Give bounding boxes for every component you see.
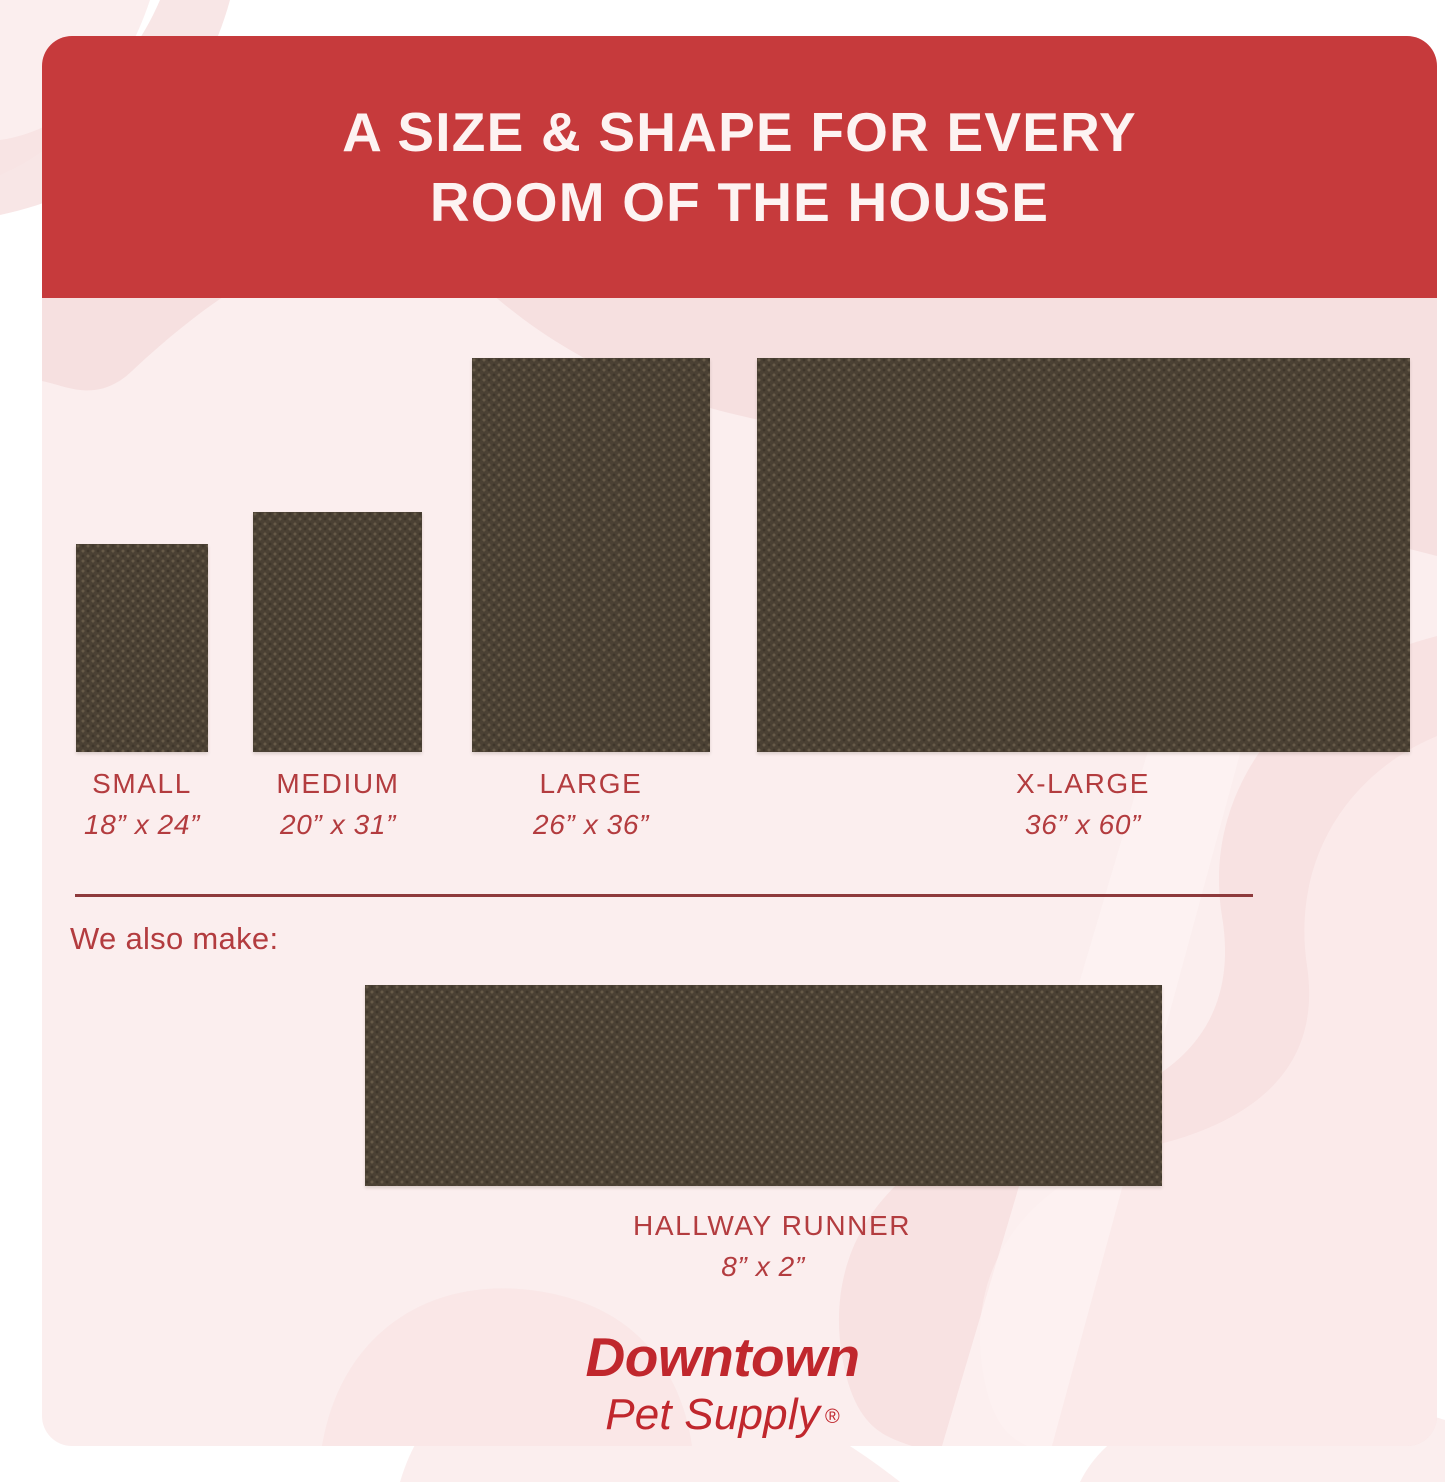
page-title: A SIZE & SHAPE FOR EVERY ROOM OF THE HOU… [342, 97, 1137, 238]
size-item-hallway-runner[interactable] [365, 985, 1162, 1186]
size-item-large[interactable] [472, 358, 710, 752]
size-item-medium[interactable] [253, 512, 422, 752]
mat-swatch-hallway-runner [365, 985, 1162, 1186]
mat-swatch-small [76, 544, 208, 752]
title-line-1: A SIZE & SHAPE FOR EVERY [342, 100, 1137, 163]
title-line-2: ROOM OF THE HOUSE [429, 171, 1050, 233]
mat-swatch-large [472, 358, 710, 752]
mat-swatch-x-large [757, 358, 1410, 752]
size-item-small[interactable] [76, 544, 208, 752]
size-item-x-large[interactable] [757, 358, 1410, 752]
section-divider [75, 894, 1253, 897]
mat-swatch-medium [253, 512, 422, 752]
also-make-label: We also make: [70, 921, 279, 956]
header-banner: A SIZE & SHAPE FOR EVERY ROOM OF THE HOU… [42, 36, 1437, 298]
